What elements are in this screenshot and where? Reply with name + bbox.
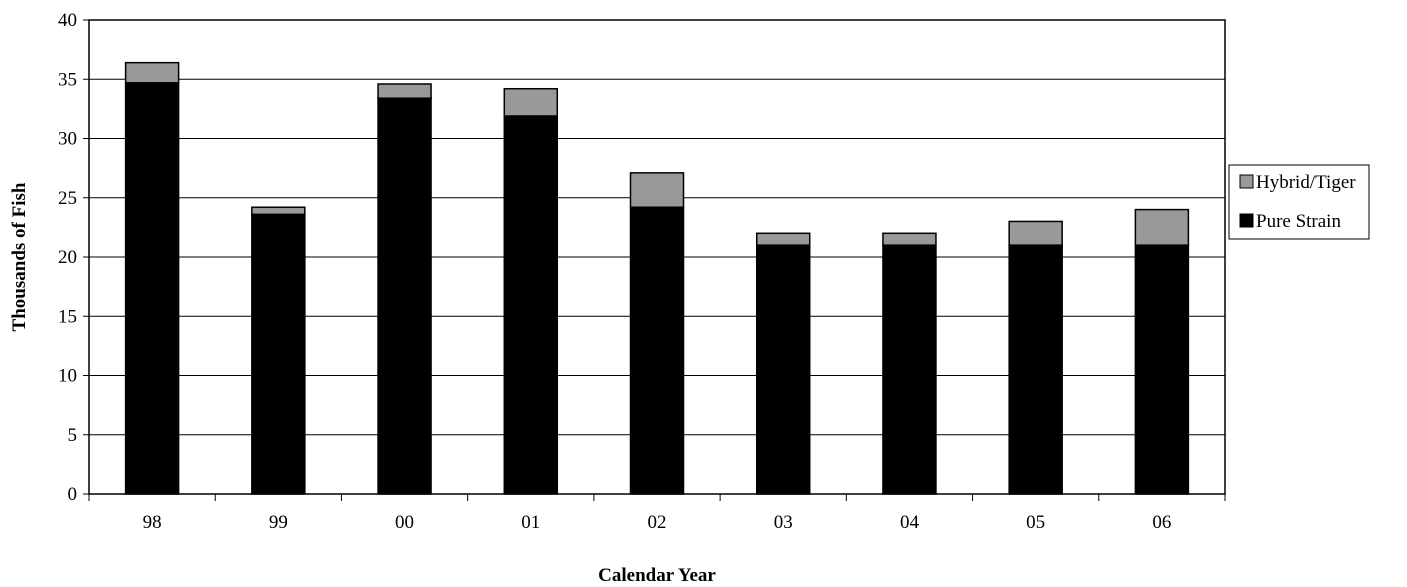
x-tick-label: 98: [143, 512, 162, 533]
legend: Hybrid/Tiger Pure Strain: [1228, 164, 1370, 240]
x-tick-label: 02: [648, 512, 667, 533]
x-tick-label: 06: [1152, 512, 1171, 533]
bar-hybrid-tiger-05: [1008, 220, 1063, 246]
legend-label-hybrid-tiger: Hybrid/Tiger: [1256, 172, 1356, 193]
y-tick-label: 30: [58, 129, 77, 150]
bar-hybrid-tiger-03: [755, 232, 811, 246]
bar-pure-strain-01: [503, 115, 559, 495]
bar-hybrid-tiger-06: [1134, 208, 1190, 246]
x-tick-label: 99: [269, 512, 288, 533]
legend-swatch-pure-strain: [1239, 213, 1254, 228]
y-tick-label: 35: [58, 69, 77, 90]
x-tick-label: 01: [521, 512, 540, 533]
bar-hybrid-tiger-01: [503, 87, 559, 117]
legend-swatch-hybrid-tiger: [1239, 174, 1254, 189]
bar-pure-strain-04: [882, 244, 937, 495]
y-tick-label: 25: [58, 188, 77, 209]
y-tick-label: 20: [58, 247, 77, 268]
bar-hybrid-tiger-02: [629, 172, 685, 208]
y-tick-label: 40: [58, 10, 77, 31]
y-tick-label: 15: [58, 306, 77, 327]
bar-hybrid-tiger-98: [124, 61, 180, 84]
bar-hybrid-tiger-04: [882, 232, 937, 246]
y-tick-label: 5: [68, 425, 78, 446]
bars: [124, 61, 1190, 495]
y-tick-label: 10: [58, 366, 77, 387]
x-tick-label: 03: [774, 512, 793, 533]
bar-pure-strain-03: [755, 244, 811, 495]
x-tick-label: 04: [900, 512, 920, 533]
legend-label-pure-strain: Pure Strain: [1256, 211, 1341, 232]
y-tick-label: 0: [68, 484, 78, 505]
bar-pure-strain-98: [124, 82, 180, 495]
y-axis: 0 5 10 15 20 25 30 35 40: [58, 10, 89, 505]
bar-hybrid-tiger-99: [251, 206, 306, 216]
bar-pure-strain-99: [251, 213, 306, 495]
x-axis: 98 99 00 01 02 03 04 05 06: [88, 494, 1226, 533]
y-axis-title: Thousands of Fish: [9, 182, 30, 331]
bar-pure-strain-02: [629, 206, 685, 495]
x-tick-label: 05: [1026, 512, 1045, 533]
bar-pure-strain-05: [1008, 244, 1063, 495]
x-tick-label: 00: [395, 512, 414, 533]
bar-hybrid-tiger-00: [377, 83, 432, 99]
bar-pure-strain-00: [377, 97, 432, 495]
x-axis-title: Calendar Year: [598, 565, 716, 586]
bar-pure-strain-06: [1134, 244, 1190, 495]
